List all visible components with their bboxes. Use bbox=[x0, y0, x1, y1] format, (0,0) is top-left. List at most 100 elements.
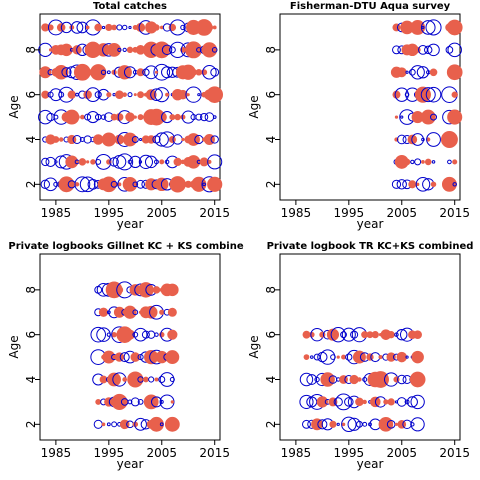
negative-residual-bubble bbox=[426, 132, 441, 147]
y-tick-label: 2 bbox=[264, 420, 278, 428]
y-axis-label: Age bbox=[247, 335, 261, 358]
negative-residual-bubble bbox=[106, 332, 111, 337]
positive-residual-bubble bbox=[52, 136, 60, 143]
positive-residual-bubble bbox=[90, 64, 107, 81]
negative-residual-bubble bbox=[134, 417, 147, 431]
y-tick-label: 2 bbox=[24, 180, 38, 188]
positive-residual-bubble bbox=[114, 352, 125, 362]
negative-residual-bubble bbox=[132, 309, 139, 316]
negative-residual-bubble bbox=[408, 68, 416, 76]
negative-residual-bubble bbox=[101, 25, 106, 30]
positive-residual-bubble bbox=[407, 134, 418, 145]
positive-residual-bubble bbox=[201, 42, 218, 58]
y-axis-label: Age bbox=[7, 95, 21, 118]
negative-residual-bubble bbox=[299, 394, 314, 409]
y-tick-label: 8 bbox=[24, 46, 38, 54]
positive-residual-bubble bbox=[166, 283, 179, 297]
negative-residual-bubble bbox=[161, 44, 173, 56]
positive-residual-bubble bbox=[411, 350, 424, 364]
positive-residual-bubble bbox=[326, 328, 340, 341]
positive-residual-bubble bbox=[123, 132, 137, 147]
positive-residual-bubble bbox=[95, 398, 102, 405]
positive-residual-bubble bbox=[362, 399, 367, 405]
negative-residual-bubble bbox=[116, 24, 123, 31]
negative-residual-bubble bbox=[333, 397, 343, 407]
positive-residual-bubble bbox=[153, 24, 160, 31]
negative-residual-bubble bbox=[396, 134, 407, 145]
negative-residual-bubble bbox=[313, 353, 321, 361]
negative-residual-bubble bbox=[54, 160, 58, 164]
positive-residual-bubble bbox=[320, 372, 335, 387]
negative-residual-bubble bbox=[420, 87, 436, 103]
panel-total-catches: Total catches 1985 1995 2005 2015 2 4 6 8 year… bbox=[7, 1, 230, 231]
y-tick-label: 6 bbox=[264, 91, 278, 99]
negative-residual-bubble bbox=[392, 45, 401, 55]
negative-residual-bubble bbox=[210, 135, 219, 144]
positive-residual-bubble bbox=[387, 330, 395, 339]
positive-residual-bubble bbox=[90, 159, 96, 165]
positive-residual-bubble bbox=[159, 25, 164, 30]
positive-residual-bubble bbox=[115, 90, 124, 100]
positive-residual-bubble bbox=[430, 181, 437, 188]
bubble-layer bbox=[38, 19, 224, 193]
positive-residual-bubble bbox=[85, 25, 90, 30]
panel-tr-logbook: Private logbook TR KC+KS combined 1985 19… bbox=[247, 241, 473, 471]
positive-residual-bubble bbox=[308, 331, 315, 338]
positive-residual-bubble bbox=[154, 70, 159, 74]
negative-residual-bubble bbox=[400, 115, 404, 119]
negative-residual-bubble bbox=[336, 422, 340, 426]
positive-residual-bubble bbox=[186, 155, 201, 169]
negative-residual-bubble bbox=[302, 419, 311, 429]
negative-residual-bubble bbox=[90, 326, 107, 343]
positive-residual-bubble bbox=[126, 46, 134, 54]
y-axis: 2 4 6 8 bbox=[264, 46, 280, 188]
negative-residual-bubble bbox=[211, 47, 218, 53]
positive-residual-bubble bbox=[101, 176, 117, 193]
positive-residual-bubble bbox=[440, 131, 458, 148]
negative-residual-bubble bbox=[100, 114, 107, 120]
negative-residual-bubble bbox=[345, 353, 353, 361]
negative-residual-bubble bbox=[411, 133, 425, 146]
positive-residual-bubble bbox=[316, 396, 329, 408]
negative-residual-bubble bbox=[141, 330, 150, 339]
negative-residual-bubble bbox=[112, 155, 127, 169]
negative-residual-bubble bbox=[70, 21, 84, 34]
positive-residual-bubble bbox=[122, 377, 128, 382]
positive-residual-bubble bbox=[111, 24, 117, 31]
bubble-layer bbox=[299, 327, 426, 433]
positive-residual-bubble bbox=[115, 286, 124, 294]
x-tick-label: 2015 bbox=[199, 206, 230, 220]
negative-residual-bubble bbox=[46, 112, 55, 122]
positive-residual-bubble bbox=[133, 93, 137, 97]
positive-residual-bubble bbox=[41, 90, 50, 99]
positive-residual-bubble bbox=[67, 90, 76, 99]
x-tick-label: 2005 bbox=[386, 446, 417, 460]
positive-residual-bubble bbox=[180, 114, 186, 120]
positive-residual-bubble bbox=[159, 309, 165, 315]
y-tick-label: 4 bbox=[264, 136, 278, 144]
positive-residual-bubble bbox=[107, 42, 122, 57]
positive-residual-bubble bbox=[123, 305, 137, 319]
bubble-layer bbox=[390, 19, 463, 192]
x-tick-label: 2005 bbox=[146, 446, 177, 460]
positive-residual-bubble bbox=[153, 41, 171, 59]
negative-residual-bubble bbox=[110, 180, 118, 188]
negative-residual-bubble bbox=[136, 179, 145, 189]
positive-residual-bubble bbox=[165, 92, 170, 97]
negative-residual-bubble bbox=[153, 63, 171, 81]
positive-residual-bubble bbox=[144, 305, 158, 319]
positive-residual-bubble bbox=[205, 23, 214, 32]
x-axis-label: year bbox=[117, 457, 144, 471]
positive-residual-bubble bbox=[53, 65, 69, 80]
negative-residual-bubble bbox=[139, 137, 143, 142]
positive-residual-bubble bbox=[39, 66, 52, 79]
positive-residual-bubble bbox=[408, 180, 417, 189]
x-tick-label: 2005 bbox=[146, 206, 177, 220]
panel-title: Private logbook TR KC+KS combined bbox=[267, 241, 474, 252]
negative-residual-bubble bbox=[199, 112, 209, 122]
negative-residual-bubble bbox=[93, 419, 103, 429]
negative-residual-bubble bbox=[159, 372, 175, 387]
negative-residual-bubble bbox=[100, 69, 107, 75]
positive-residual-bubble bbox=[199, 157, 209, 167]
